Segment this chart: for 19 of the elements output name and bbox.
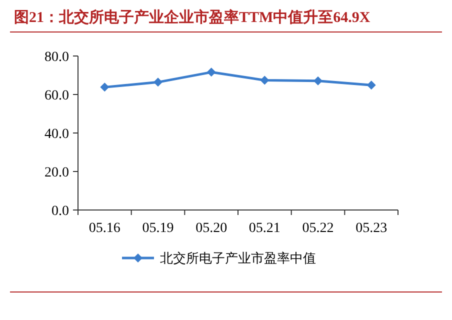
x-tick-label: 05.19: [142, 221, 174, 236]
x-tick-label: 05.21: [248, 221, 280, 236]
x-tick-label: 05.23: [356, 221, 388, 236]
x-tick-label: 05.16: [88, 221, 120, 236]
x-tick-label: 05.22: [302, 221, 334, 236]
point: [260, 76, 270, 85]
point: [206, 68, 216, 77]
point: [154, 78, 162, 87]
y-tick-label: 80.0: [44, 50, 69, 65]
y-tick-label: 0.0: [52, 204, 69, 219]
chart-title: 图21：北交所电子产业企业市盈率TTM中值升至64.9X: [14, 8, 370, 26]
legend-label: 北交所电子产业市盈率中值: [160, 250, 316, 266]
y-tick-label: 20.0: [44, 165, 69, 180]
x-tick-label: 05.20: [196, 221, 228, 236]
y-tick-label: 40.0: [44, 126, 69, 142]
y-tick-label: 60.0: [44, 88, 69, 104]
point: [314, 76, 322, 86]
point: [366, 80, 376, 90]
point: [100, 82, 110, 92]
